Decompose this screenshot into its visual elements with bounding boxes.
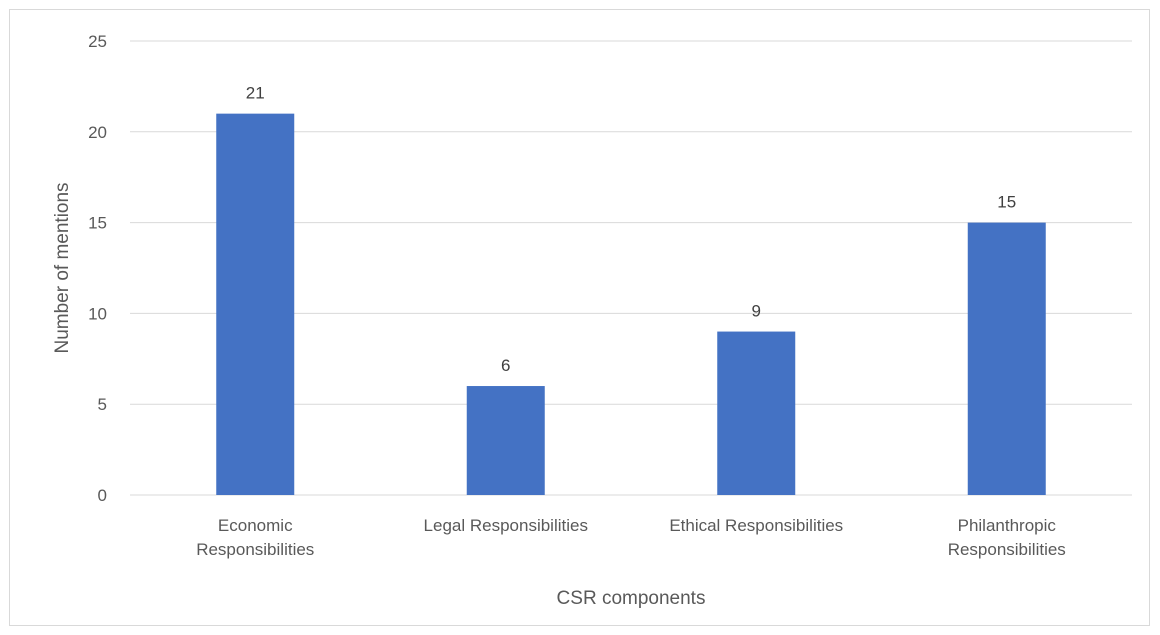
data-label: 9 (752, 302, 761, 321)
y-axis-ticks: 0 5 10 15 20 25 (88, 32, 107, 505)
data-labels: 21 6 9 15 (246, 84, 1016, 375)
bar (466, 386, 545, 495)
bars (216, 113, 1046, 495)
data-label: 6 (501, 356, 510, 375)
x-category-label: Philanthropic Responsibilities (948, 516, 1066, 559)
y-tick-label: 5 (98, 395, 107, 414)
data-label: 21 (246, 84, 265, 103)
y-tick-label: 0 (98, 486, 107, 505)
bar (717, 331, 796, 495)
x-axis-categories: Economic Responsibilities Legal Responsibi… (196, 516, 1066, 559)
bar (967, 222, 1046, 495)
y-tick-label: 15 (88, 214, 107, 233)
y-axis-title: Number of mentions (52, 182, 73, 353)
x-axis-title: CSR components (557, 588, 706, 609)
x-category-label: Economic Responsibilities (196, 516, 314, 559)
x-category-label: Legal Responsibilities (424, 516, 588, 535)
x-category-label: Ethical Responsibilities (669, 516, 843, 535)
data-label: 15 (997, 193, 1016, 212)
y-tick-label: 10 (88, 304, 107, 323)
y-tick-label: 25 (88, 32, 107, 51)
gridlines (130, 40, 1132, 496)
bar (216, 113, 295, 495)
y-tick-label: 20 (88, 123, 107, 142)
chart-frame (9, 9, 1150, 626)
